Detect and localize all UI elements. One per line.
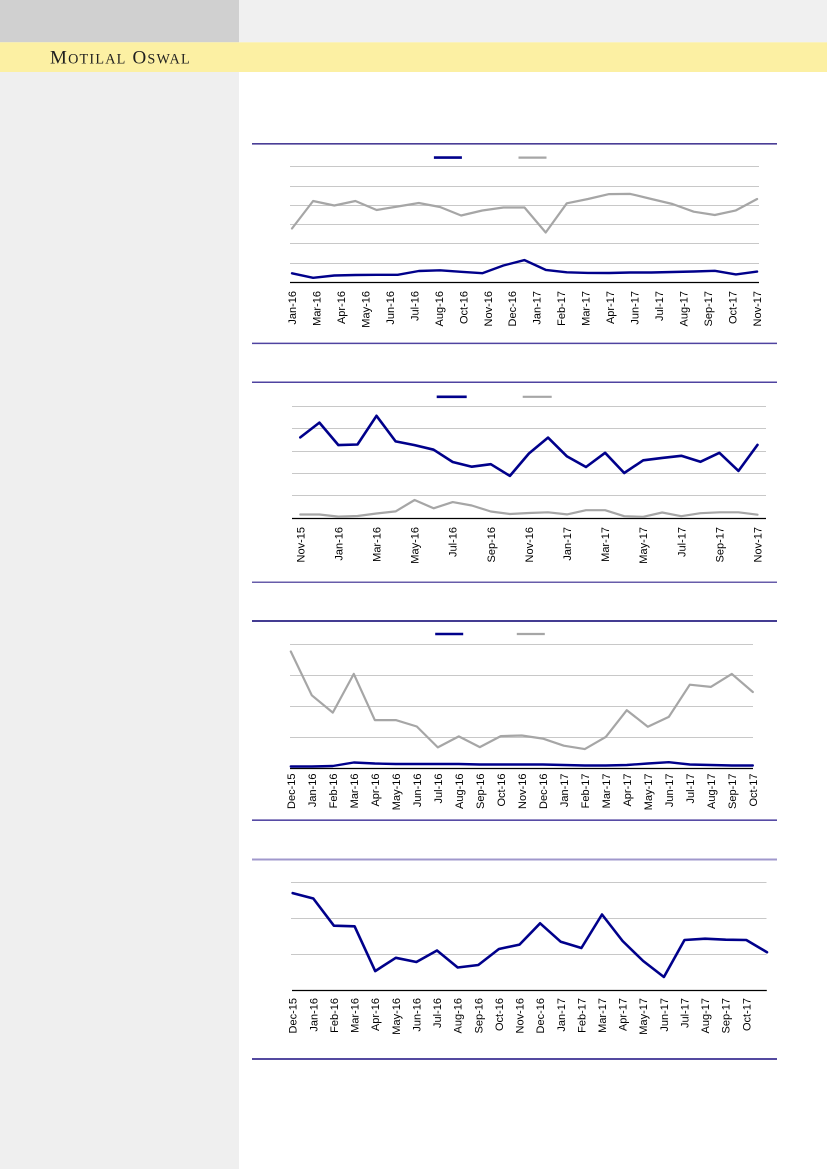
svg-text:May-17: May-17 [638,998,650,1035]
svg-text:Apr-17: Apr-17 [622,774,634,807]
svg-text:Jun-16: Jun-16 [385,291,397,325]
svg-text:Jul-17: Jul-17 [676,527,688,557]
svg-text:Mar-16: Mar-16 [349,774,361,809]
svg-text:Sep-17: Sep-17 [714,527,726,562]
svg-text:Aug-16: Aug-16 [454,774,466,809]
svg-text:Dec-15: Dec-15 [288,998,300,1033]
svg-text:Feb-17: Feb-17 [576,998,588,1033]
svg-text:May-16: May-16 [391,774,403,811]
svg-text:Dec-16: Dec-16 [507,291,519,326]
svg-text:Aug-16: Aug-16 [453,998,465,1033]
svg-text:Mar-17: Mar-17 [581,291,593,326]
svg-text:Jul-17: Jul-17 [680,998,692,1028]
svg-text:Aug-16: Aug-16 [434,291,446,326]
svg-text:Mar-16: Mar-16 [350,998,362,1033]
svg-text:Jan-16: Jan-16 [333,527,345,561]
svg-text:Aug-17: Aug-17 [700,998,712,1033]
svg-text:Jul-16: Jul-16 [433,774,445,804]
svg-text:Feb-17: Feb-17 [556,291,568,326]
svg-text:Apr-17: Apr-17 [605,291,617,324]
svg-text:Jan-17: Jan-17 [559,774,571,808]
svg-text:Sep-17: Sep-17 [721,998,733,1033]
svg-text:Nov-15: Nov-15 [295,527,307,562]
svg-text:Feb-17: Feb-17 [580,774,592,809]
svg-text:Jan-17: Jan-17 [556,998,568,1032]
svg-text:Jul-17: Jul-17 [654,291,666,321]
svg-text:Jul-16: Jul-16 [432,998,444,1028]
svg-text:Mar-17: Mar-17 [597,998,609,1033]
svg-text:Apr-16: Apr-16 [370,774,382,807]
svg-text:Jun-17: Jun-17 [659,998,671,1032]
svg-text:Jul-16: Jul-16 [448,527,460,557]
svg-text:May-17: May-17 [643,774,655,811]
svg-text:Dec-15: Dec-15 [286,774,298,809]
svg-text:Jun-16: Jun-16 [412,774,424,808]
svg-text:MOTILAL OSWAL: MOTILAL OSWAL [50,48,191,69]
svg-text:May-17: May-17 [638,527,650,564]
svg-text:Jun-17: Jun-17 [664,774,676,808]
svg-text:Nov-16: Nov-16 [517,774,529,809]
svg-text:Jan-16: Jan-16 [308,998,320,1032]
svg-text:Mar-16: Mar-16 [372,527,384,562]
svg-text:Oct-17: Oct-17 [741,998,753,1031]
svg-text:Sep-16: Sep-16 [486,527,498,562]
svg-text:May-16: May-16 [360,291,372,328]
svg-text:Nov-17: Nov-17 [752,291,764,326]
svg-text:Sep-17: Sep-17 [727,774,739,809]
svg-text:Nov-17: Nov-17 [753,527,765,562]
svg-text:Aug-17: Aug-17 [706,774,718,809]
svg-text:Jan-17: Jan-17 [532,291,544,325]
svg-text:Oct-17: Oct-17 [728,291,740,324]
svg-text:Dec-16: Dec-16 [535,998,547,1033]
svg-text:Mar-17: Mar-17 [601,774,613,809]
svg-text:Apr-17: Apr-17 [618,998,630,1031]
svg-text:Jul-16: Jul-16 [409,291,421,321]
svg-text:May-16: May-16 [410,527,422,564]
svg-text:Oct-16: Oct-16 [494,998,506,1031]
svg-text:Apr-16: Apr-16 [336,291,348,324]
svg-text:Jul-17: Jul-17 [685,774,697,804]
svg-text:Oct-16: Oct-16 [458,291,470,324]
svg-text:Nov-16: Nov-16 [524,527,536,562]
svg-text:Jan-16: Jan-16 [287,291,299,325]
svg-text:Dec-16: Dec-16 [538,774,550,809]
svg-text:Feb-16: Feb-16 [328,774,340,809]
svg-text:Sep-16: Sep-16 [473,998,485,1033]
svg-text:Apr-16: Apr-16 [370,998,382,1031]
svg-text:Sep-17: Sep-17 [703,291,715,326]
svg-text:Oct-17: Oct-17 [748,774,760,807]
svg-text:Oct-16: Oct-16 [496,774,508,807]
svg-text:May-16: May-16 [391,998,403,1035]
svg-text:Nov-16: Nov-16 [515,998,527,1033]
svg-text:Sep-16: Sep-16 [475,774,487,809]
svg-text:Jan-17: Jan-17 [562,527,574,561]
svg-text:Mar-17: Mar-17 [600,527,612,562]
svg-text:Jan-16: Jan-16 [307,774,319,808]
svg-text:Jun-16: Jun-16 [411,998,423,1032]
svg-text:Feb-16: Feb-16 [329,998,341,1033]
svg-text:Jun-17: Jun-17 [630,291,642,325]
svg-text:Nov-16: Nov-16 [483,291,495,326]
svg-text:Aug-17: Aug-17 [679,291,691,326]
svg-text:Mar-16: Mar-16 [312,291,324,326]
